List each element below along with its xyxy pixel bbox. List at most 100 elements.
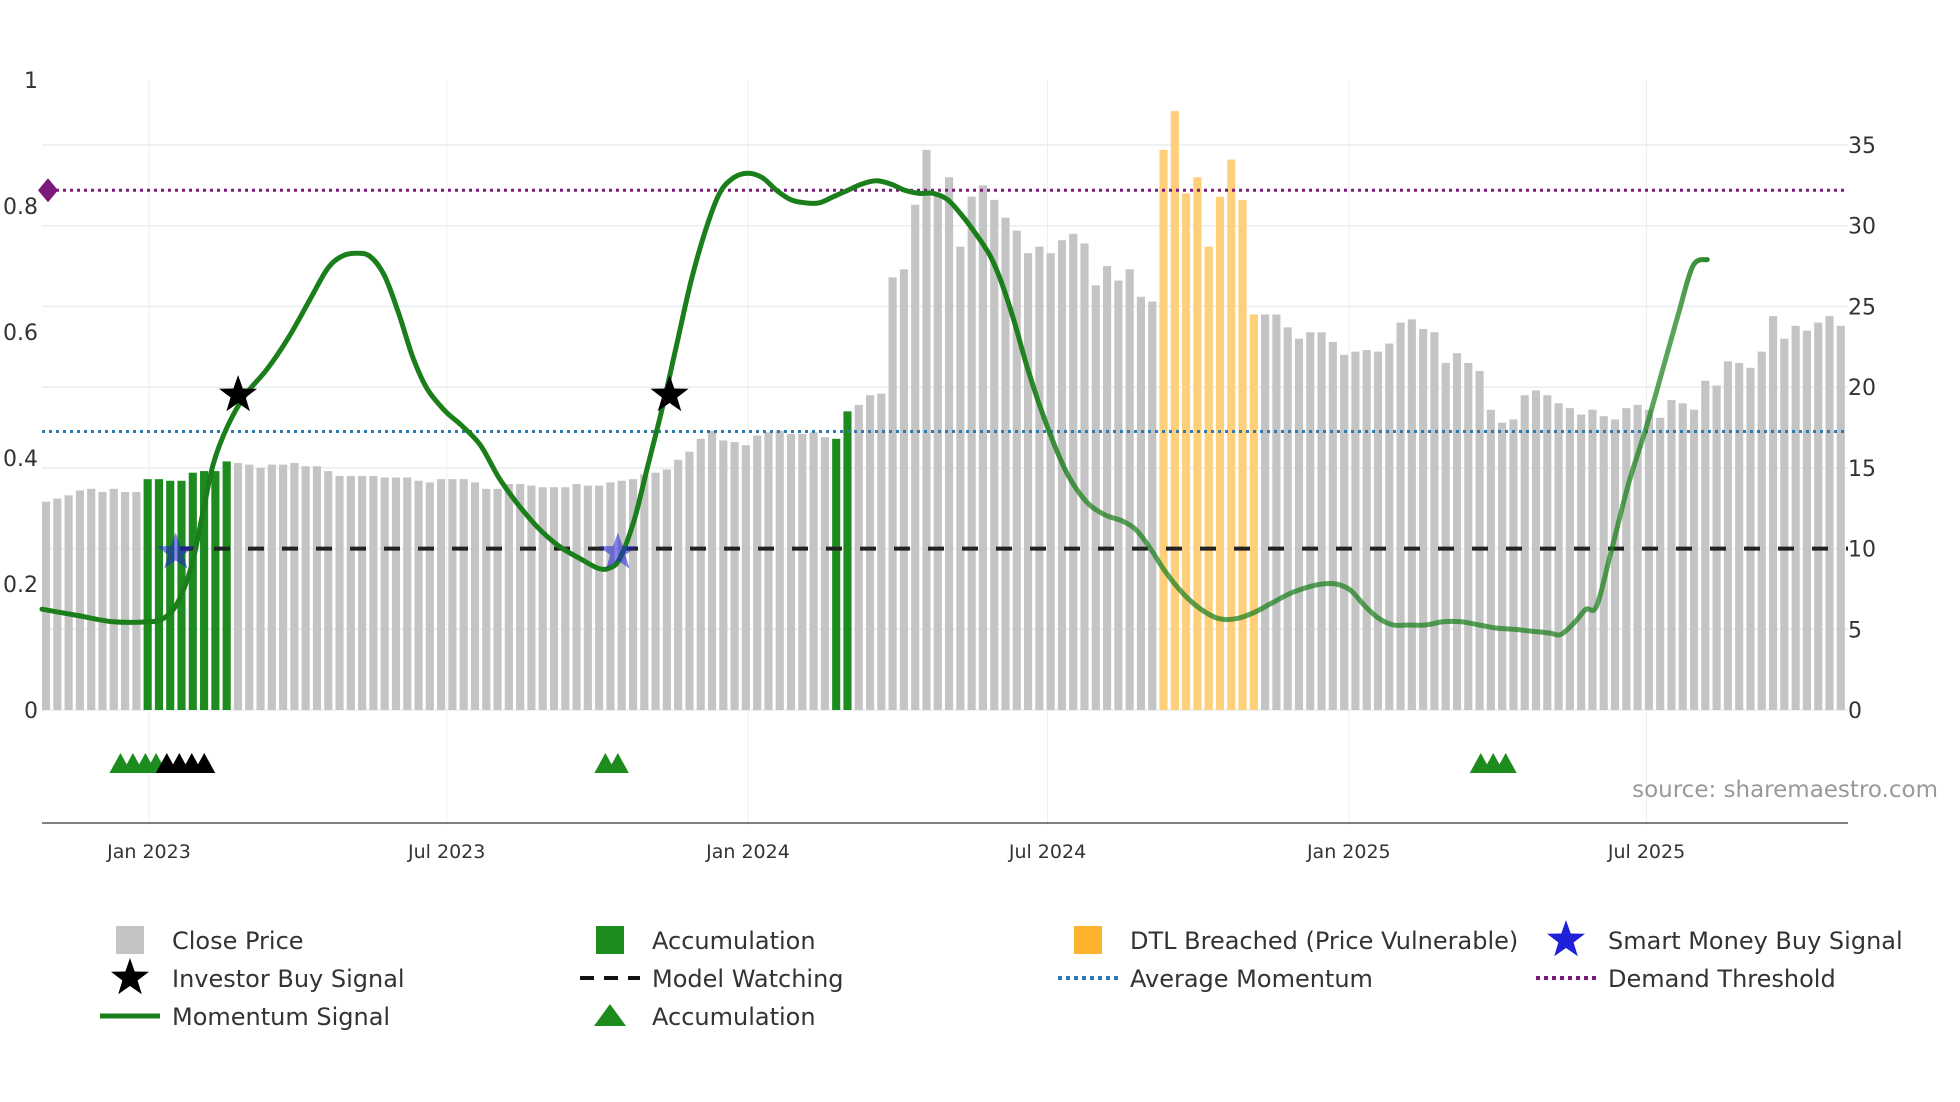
close-price-bar [437, 479, 446, 710]
close-price-bar [527, 485, 536, 710]
close-price-bar [1294, 338, 1304, 710]
close-price-bar [933, 193, 942, 710]
close-price-bar [1836, 325, 1845, 710]
close-price-bar [696, 438, 705, 710]
close-price-bar [1373, 351, 1383, 710]
close-price-bar [75, 490, 84, 710]
accumulation-bar [200, 471, 209, 710]
legend-swatch-close [116, 926, 144, 954]
x-tick-label: Jan 2024 [705, 841, 790, 863]
close-price-bar [448, 479, 457, 710]
dtl-breached-bar [1193, 177, 1202, 711]
close-price-bar [1035, 246, 1044, 710]
accumulation-bar [166, 480, 175, 710]
x-tick-label: Jul 2025 [1607, 841, 1685, 863]
close-price-bar [1012, 230, 1021, 710]
close-price-bar [290, 463, 299, 710]
close-price-bar [990, 199, 999, 710]
close-price-bar [1633, 404, 1642, 710]
close-price-bar [1430, 332, 1439, 710]
close-price-bar [1768, 316, 1778, 710]
accumulation-bar [143, 479, 152, 710]
close-price-bar [403, 477, 412, 710]
close-price-bar [1610, 419, 1620, 710]
close-price-bar [132, 492, 141, 710]
x-tick-label: Jan 2023 [106, 841, 191, 863]
close-price-bar [1588, 409, 1597, 710]
y-left-tick-label: 0.8 [3, 195, 38, 220]
close-price-bar [1735, 362, 1744, 710]
close-price-bar [414, 480, 423, 710]
close-price-bar [651, 472, 660, 710]
y-left-tick-label: 0.4 [3, 447, 38, 472]
close-price-bar [1791, 325, 1800, 710]
close-price-bar [775, 430, 784, 710]
close-price-bar [1475, 371, 1484, 710]
close-price-bar [42, 501, 51, 710]
close-price-bar [1723, 361, 1732, 710]
close-price-bar [233, 463, 243, 710]
close-price-bar [1780, 338, 1789, 710]
close-price-bar [1577, 414, 1586, 710]
close-price-bar [369, 475, 378, 710]
close-price-bar [1678, 403, 1687, 710]
close-price-bar [945, 177, 954, 711]
close-price-bar [922, 149, 931, 711]
close-price-bar [1317, 332, 1326, 710]
close-price-bar [595, 485, 604, 710]
x-tick-label: Jul 2023 [407, 841, 485, 863]
legend-label: DTL Breached (Price Vulnerable) [1130, 927, 1518, 955]
smart-money-star [156, 532, 195, 569]
close-price-bar [1351, 351, 1360, 710]
close-price-bar [978, 185, 987, 711]
legend-swatch-accumulation [596, 926, 624, 954]
investor-star [650, 375, 689, 412]
close-price-bar [1644, 409, 1653, 710]
close-price-bar [1452, 353, 1462, 710]
close-price-bar [425, 482, 434, 710]
y-left-tick-label: 0.2 [3, 573, 38, 598]
close-price-bar [662, 469, 671, 710]
close-price-bar [391, 477, 401, 710]
y-right-tick-label: 35 [1848, 134, 1876, 159]
close-price-bar [1825, 316, 1834, 710]
close-price-bar [1057, 240, 1067, 711]
axes: Jan 2023 Jul 2023 Jan 2024 Jul 2024 Jan 2025… [3, 69, 1876, 863]
close-price-bar [1531, 390, 1541, 710]
legend-swatch-accumulation-triangle [594, 1004, 626, 1026]
close-price-bar [888, 277, 897, 710]
y-right-tick-label: 25 [1848, 295, 1876, 320]
dtl-breached-bar [1238, 199, 1247, 710]
investor-triangle [193, 753, 216, 773]
close-price-bar [1520, 395, 1529, 710]
close-price-bar [470, 482, 480, 710]
close-price-bar [730, 442, 739, 710]
dtl-breached-bar [1227, 159, 1236, 710]
close-price-bar [358, 475, 367, 710]
legend-label: Accumulation [652, 927, 816, 955]
accumulation-triangle [1494, 753, 1517, 773]
close-price-bar [719, 440, 728, 710]
close-price-bar [820, 437, 829, 710]
close-price-bar [459, 479, 468, 710]
close-price-bar [741, 445, 750, 710]
y-left-tick-label: 0.6 [3, 321, 38, 346]
close-price-bars [42, 111, 1845, 711]
close-price-bar [301, 466, 310, 710]
close-price-bar [346, 475, 355, 710]
close-price-bar [493, 488, 502, 710]
smart-money-star [598, 532, 637, 569]
close-price-bar [1328, 341, 1337, 710]
legend-label: Demand Threshold [1608, 965, 1836, 993]
legend-swatch-smart-money [1547, 920, 1585, 957]
close-price-bar [109, 488, 118, 710]
close-price-bar [324, 471, 333, 710]
close-price-bar [380, 477, 389, 710]
dtl-breached-bar [1249, 314, 1258, 710]
close-price-bar [1069, 233, 1078, 711]
y-right-tick-label: 0 [1848, 699, 1862, 724]
close-price-bar [911, 204, 920, 711]
accumulation-bar [188, 472, 197, 710]
close-price-bar [538, 487, 547, 710]
